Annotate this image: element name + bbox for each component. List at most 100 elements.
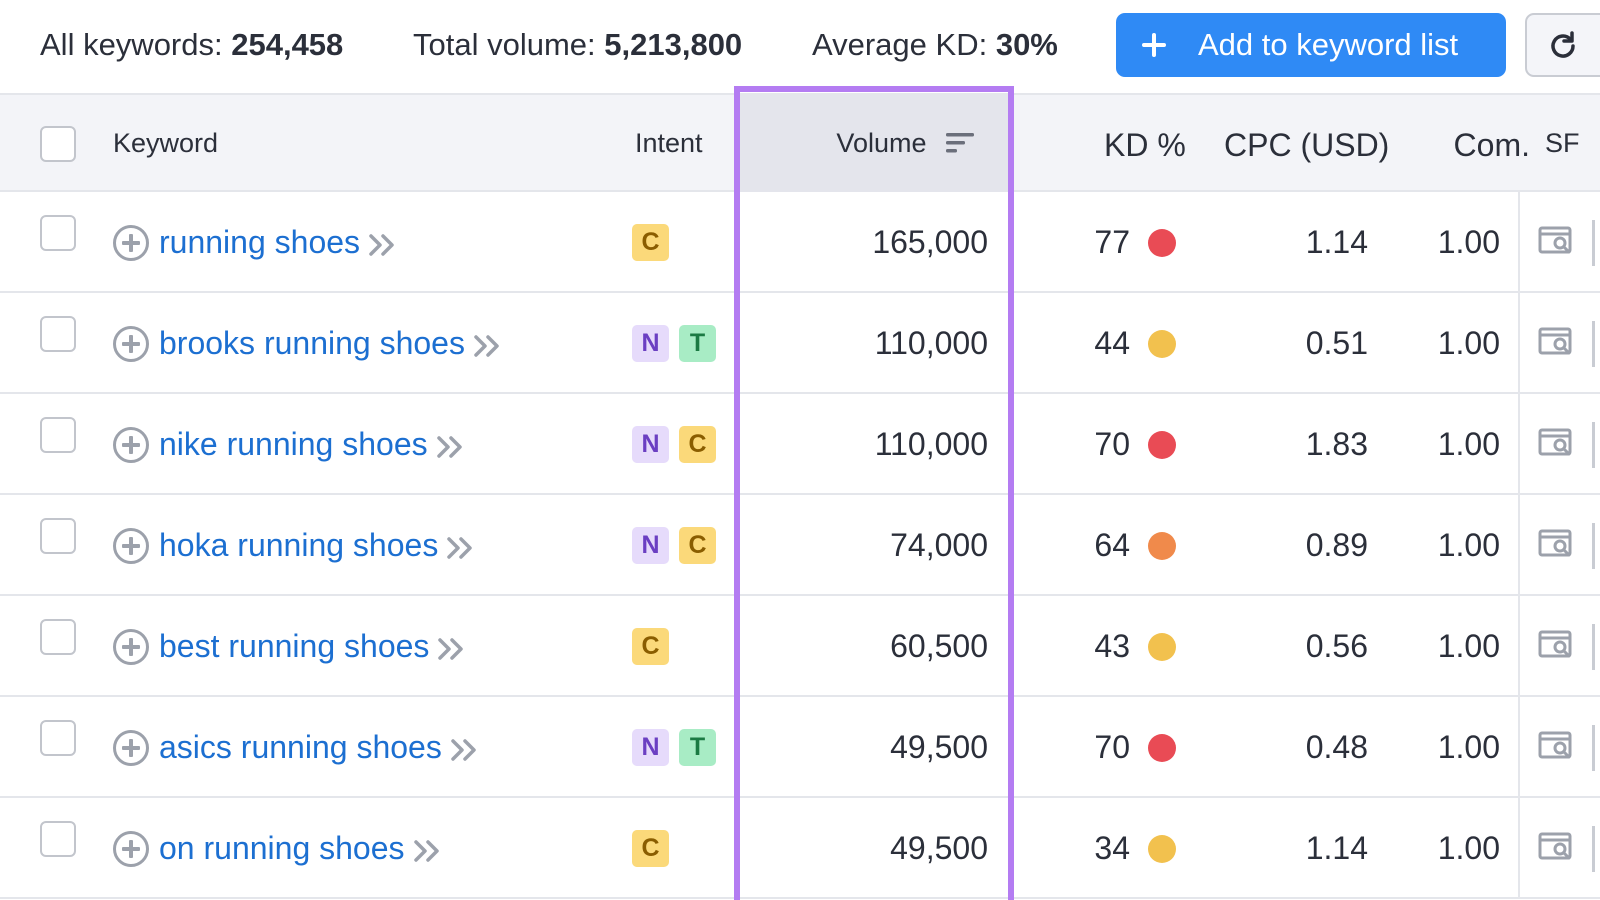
all-keywords-stat: All keywords: 254,458 xyxy=(40,25,343,65)
double-chevron-right-icon[interactable] xyxy=(437,637,467,661)
keyword-cell: best running shoes xyxy=(113,596,467,697)
total-volume-value: 5,213,800 xyxy=(604,27,743,62)
header-sf[interactable]: SF xyxy=(1545,128,1580,158)
intent-badge: C xyxy=(632,224,669,261)
summary-bar: All keywords: 254,458 Total volume: 5,21… xyxy=(0,0,1600,92)
serp-features-icon[interactable] xyxy=(1538,629,1574,661)
row-checkbox[interactable] xyxy=(40,316,76,352)
header-cpc[interactable]: CPC (USD) xyxy=(1224,127,1390,163)
serp-features-icon[interactable] xyxy=(1538,528,1574,560)
average-kd-value: 30% xyxy=(995,27,1058,62)
intent-badge: N xyxy=(632,729,669,766)
kd-difficulty-dot xyxy=(1148,835,1176,863)
serp-features-icon[interactable] xyxy=(1538,225,1574,257)
header-volume[interactable]: Volume xyxy=(740,95,1008,192)
competition-value: 1.00 xyxy=(1437,628,1500,664)
double-chevron-right-icon[interactable] xyxy=(446,536,476,560)
column-divider xyxy=(1592,826,1595,872)
sf-cell xyxy=(1518,394,1600,495)
competition-value: 1.00 xyxy=(1437,224,1500,260)
table-row: on running shoes C 49,500 34 1.14 1.00 xyxy=(0,798,1600,899)
double-chevron-right-icon[interactable] xyxy=(436,435,466,459)
serp-features-icon[interactable] xyxy=(1538,326,1574,358)
intent-badge: T xyxy=(679,729,716,766)
intent-badge: T xyxy=(679,325,716,362)
intent-cell: C xyxy=(632,224,669,261)
column-divider xyxy=(1592,220,1595,266)
add-keyword-icon[interactable] xyxy=(113,426,149,463)
add-keyword-icon[interactable] xyxy=(113,628,149,665)
keyword-link[interactable]: asics running shoes xyxy=(159,729,442,765)
keyword-cell: nike running shoes xyxy=(113,394,466,495)
volume-value: 110,000 xyxy=(874,426,988,462)
row-checkbox[interactable] xyxy=(40,720,76,756)
kd-difficulty-dot xyxy=(1148,330,1176,358)
sort-descending-icon xyxy=(946,132,974,153)
sf-cell xyxy=(1518,697,1600,798)
keyword-link[interactable]: brooks running shoes xyxy=(159,325,465,361)
row-checkbox[interactable] xyxy=(40,215,76,251)
volume-value: 49,500 xyxy=(890,729,988,765)
volume-value: 60,500 xyxy=(890,628,988,664)
sf-cell xyxy=(1518,293,1600,394)
intent-badge: N xyxy=(632,426,669,463)
intent-badge: C xyxy=(679,426,716,463)
kd-value: 70 xyxy=(1094,426,1130,462)
total-volume-stat: Total volume: 5,213,800 xyxy=(413,25,742,65)
keyword-cell: hoka running shoes xyxy=(113,495,476,596)
intent-badge: C xyxy=(632,830,669,867)
intent-badge: N xyxy=(632,527,669,564)
double-chevron-right-icon[interactable] xyxy=(450,738,480,762)
competition-value: 1.00 xyxy=(1437,325,1500,361)
table-header: Keyword Intent Volume KD % CPC (USD) Com… xyxy=(0,93,1600,192)
add-keyword-icon[interactable] xyxy=(113,325,149,362)
add-keyword-icon[interactable] xyxy=(113,527,149,564)
keyword-link[interactable]: on running shoes xyxy=(159,830,405,866)
refresh-button[interactable] xyxy=(1525,13,1600,77)
row-checkbox[interactable] xyxy=(40,619,76,655)
add-keyword-icon[interactable] xyxy=(113,224,149,261)
column-divider xyxy=(1592,422,1595,468)
kd-value: 43 xyxy=(1094,628,1130,664)
keyword-link[interactable]: hoka running shoes xyxy=(159,527,439,563)
add-to-keyword-list-button[interactable]: Add to keyword list xyxy=(1116,13,1506,77)
serp-features-icon[interactable] xyxy=(1538,427,1574,459)
header-kd[interactable]: KD % xyxy=(1104,127,1186,163)
keyword-link[interactable]: running shoes xyxy=(159,224,361,260)
sf-cell xyxy=(1518,798,1600,899)
double-chevron-right-icon[interactable] xyxy=(368,233,398,257)
kd-difficulty-dot xyxy=(1148,734,1176,762)
keyword-link[interactable]: best running shoes xyxy=(159,628,430,664)
row-checkbox[interactable] xyxy=(40,417,76,453)
select-all-checkbox[interactable] xyxy=(40,126,76,162)
all-keywords-label: All keywords: xyxy=(40,27,223,62)
kd-value: 34 xyxy=(1094,830,1130,866)
add-keyword-icon[interactable] xyxy=(113,830,149,867)
row-checkbox[interactable] xyxy=(40,821,76,857)
header-com[interactable]: Com. xyxy=(1453,127,1530,163)
double-chevron-right-icon[interactable] xyxy=(413,839,443,863)
average-kd-label: Average KD: xyxy=(812,27,988,62)
header-intent[interactable]: Intent xyxy=(635,128,703,158)
column-divider xyxy=(1592,725,1595,771)
intent-cell: C xyxy=(632,830,669,867)
kd-difficulty-dot xyxy=(1148,532,1176,560)
keyword-cell: brooks running shoes xyxy=(113,293,503,394)
sf-cell xyxy=(1518,596,1600,697)
row-checkbox[interactable] xyxy=(40,518,76,554)
serp-features-icon[interactable] xyxy=(1538,831,1574,863)
keyword-link[interactable]: nike running shoes xyxy=(159,426,428,462)
kd-difficulty-dot xyxy=(1148,431,1176,459)
add-keyword-icon[interactable] xyxy=(113,729,149,766)
double-chevron-right-icon[interactable] xyxy=(473,334,503,358)
serp-features-icon[interactable] xyxy=(1538,730,1574,762)
cpc-value: 0.48 xyxy=(1305,729,1368,765)
header-keyword[interactable]: Keyword xyxy=(113,128,219,158)
competition-value: 1.00 xyxy=(1437,426,1500,462)
competition-value: 1.00 xyxy=(1437,527,1500,563)
